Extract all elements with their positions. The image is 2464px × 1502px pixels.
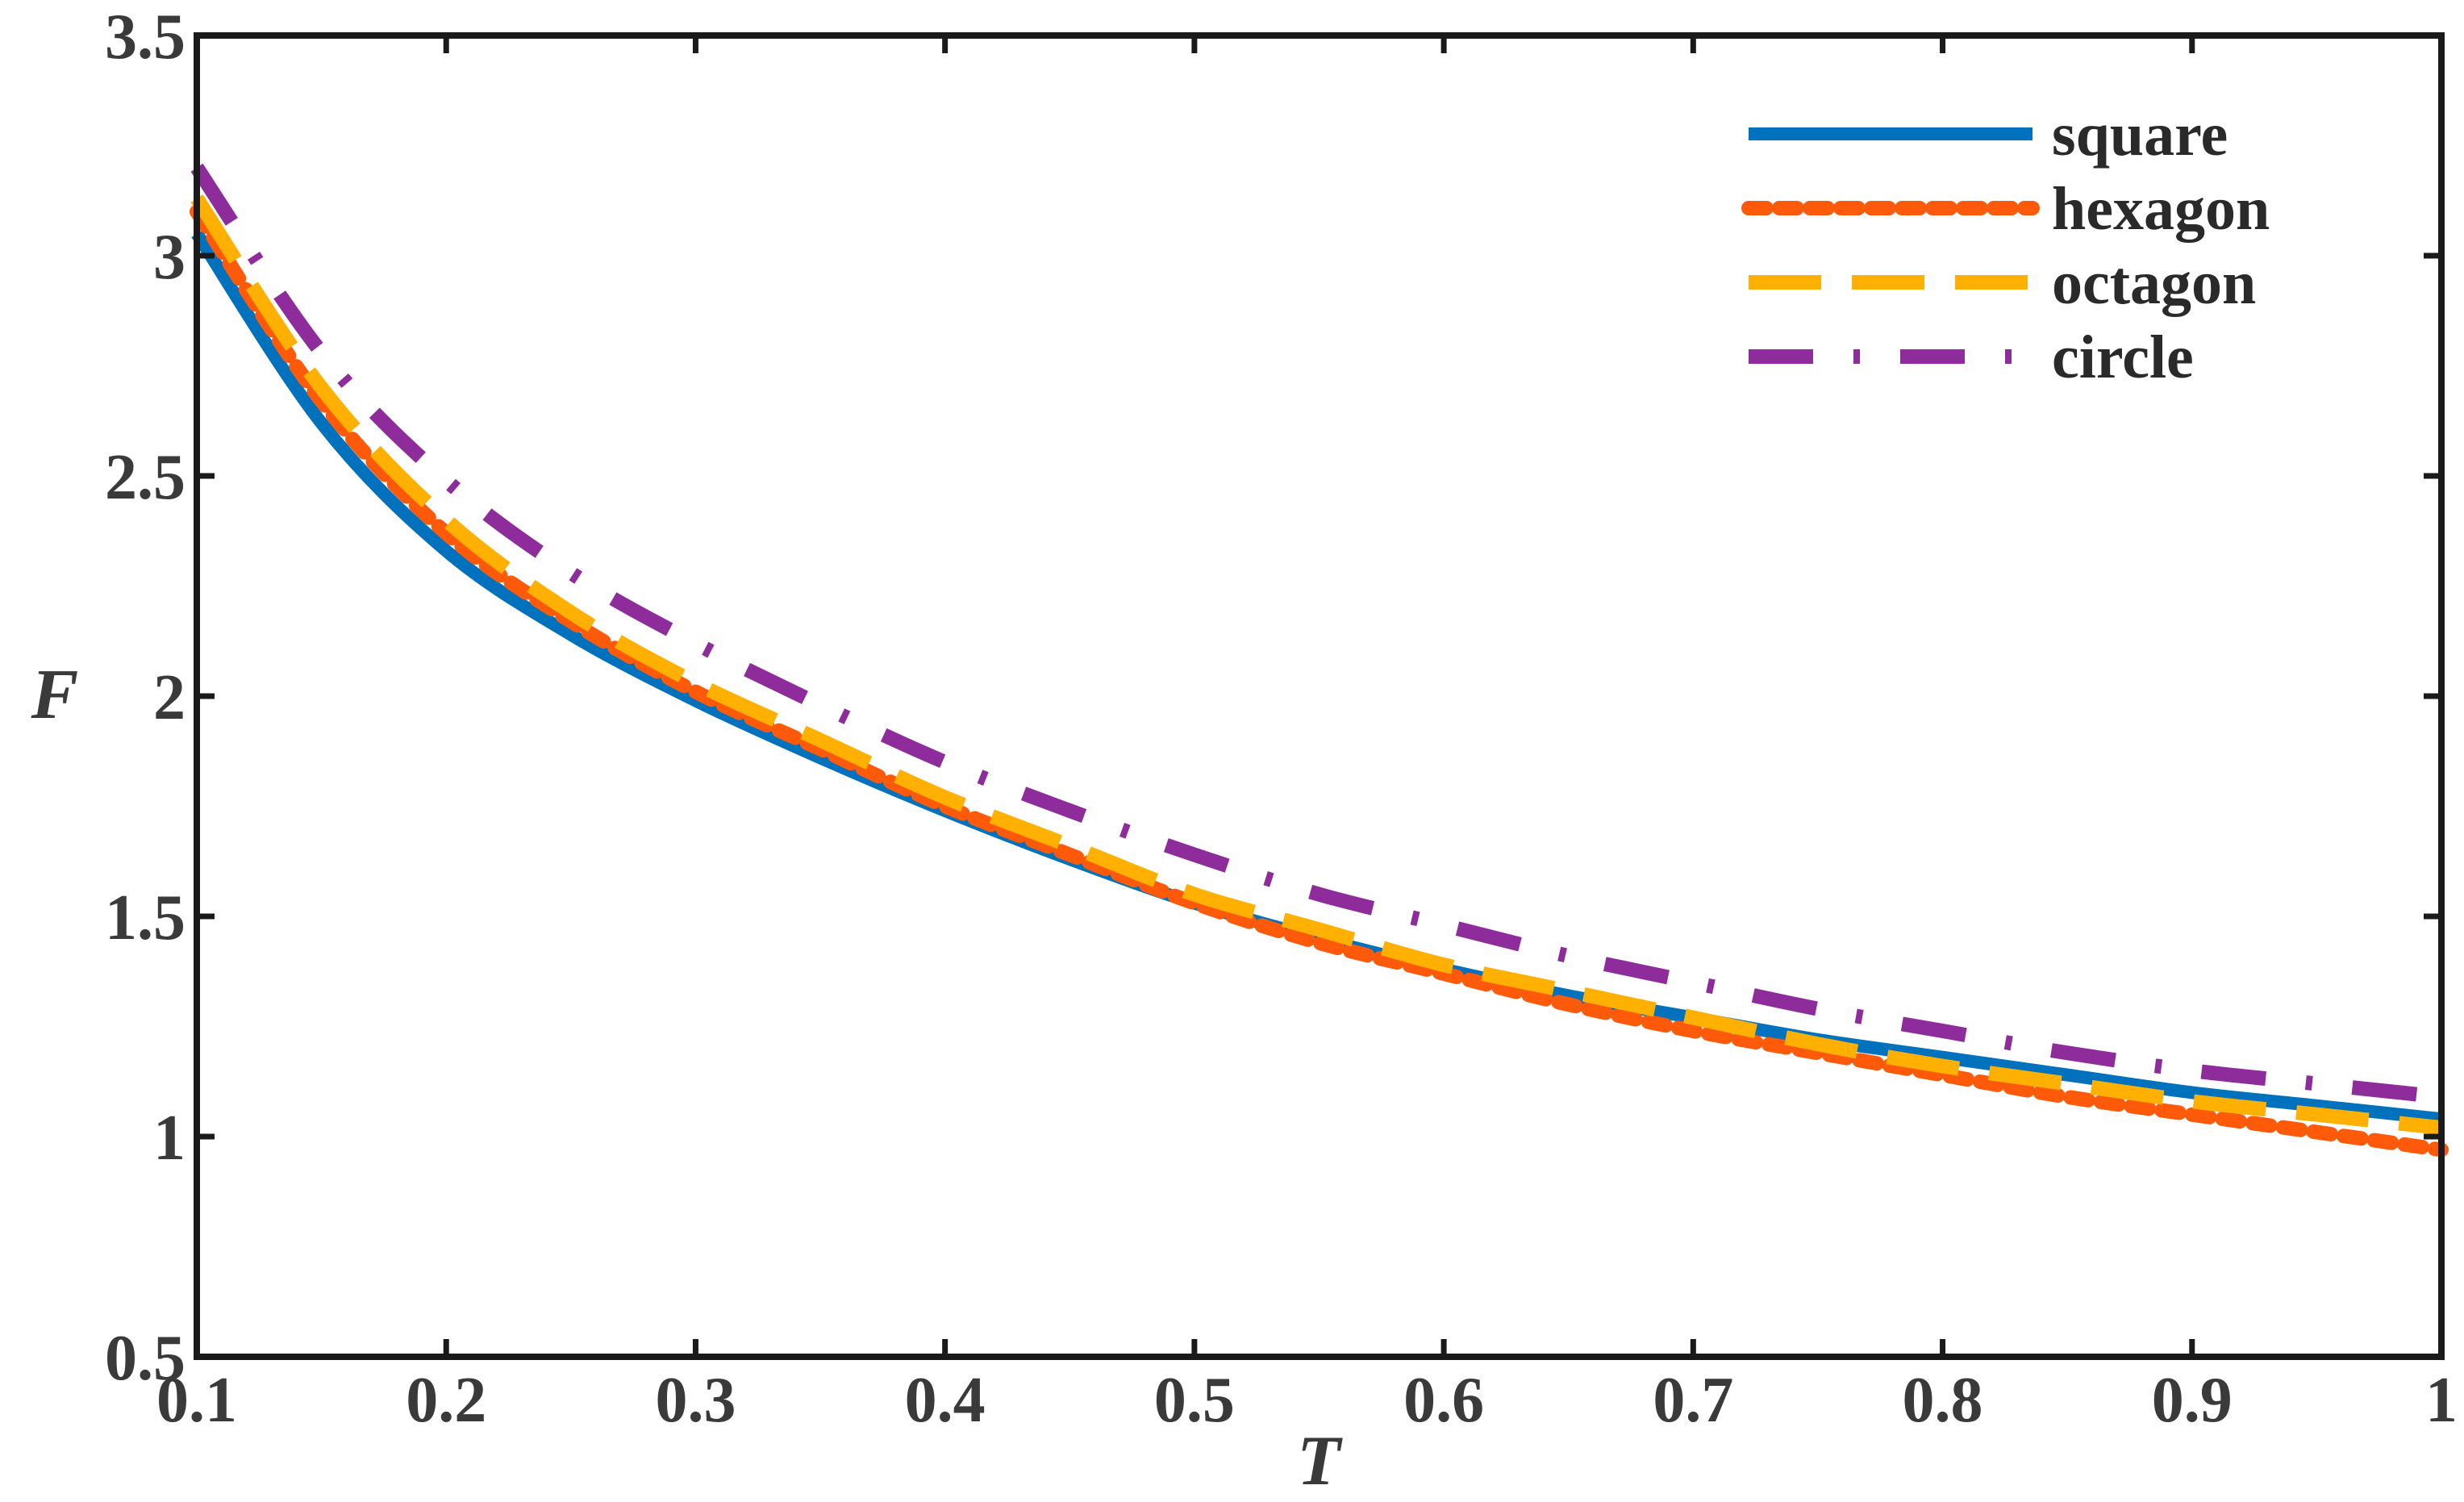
x-tick-label: 0.3	[655, 1365, 736, 1436]
x-tick-label: 0.4	[905, 1365, 986, 1436]
legend-label-circle: circle	[2052, 323, 2194, 391]
legend-label-square: square	[2052, 101, 2228, 169]
y-tick-label: 1	[153, 1103, 186, 1174]
x-axis-label: T	[1297, 1422, 1343, 1500]
x-tick-label: 1	[2425, 1365, 2458, 1436]
legend-label-octagon: octagon	[2052, 249, 2256, 317]
axes: 0.1 0.2 0.3 0.4 0.5 0.6 0.7 0.8 0.9 1 0.5 1 1.5 2 2.5 3…	[105, 2, 2458, 1436]
series-line-circle	[190, 163, 2442, 1104]
y-tick-label: 1.5	[105, 882, 186, 953]
y-tick-label: 2.5	[105, 442, 186, 513]
series-line-hexagon	[190, 204, 2449, 1158]
x-tick-label: 0.8	[1903, 1365, 1983, 1436]
y-axis-label: F	[31, 656, 79, 734]
x-tick-label: 0.2	[406, 1365, 486, 1436]
series-line-octagon	[190, 194, 2442, 1136]
plot-area	[190, 163, 2449, 1158]
y-tick-label: 2	[153, 662, 186, 733]
x-tick-label: 0.9	[2152, 1365, 2233, 1436]
x-tick-label: 0.6	[1403, 1365, 1484, 1436]
y-tick-label: 3.5	[105, 2, 186, 73]
legend-label-hexagon: hexagon	[2052, 175, 2270, 243]
y-tick-label: 0.5	[105, 1323, 186, 1394]
x-tick-label: 0.1	[156, 1365, 237, 1436]
x-tick-label: 0.5	[1154, 1365, 1235, 1436]
y-tick-label: 3	[153, 222, 186, 293]
x-tick-label: 0.7	[1653, 1365, 1733, 1436]
